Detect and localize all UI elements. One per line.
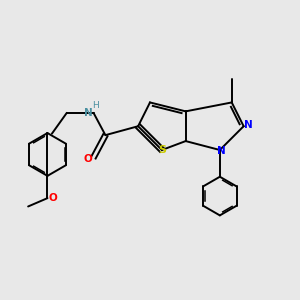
- Text: N: N: [217, 146, 226, 157]
- Text: O: O: [48, 193, 57, 203]
- Text: O: O: [84, 154, 93, 164]
- Text: H: H: [92, 101, 98, 110]
- Text: S: S: [158, 145, 166, 155]
- Text: N: N: [244, 120, 253, 130]
- Text: N: N: [84, 108, 93, 118]
